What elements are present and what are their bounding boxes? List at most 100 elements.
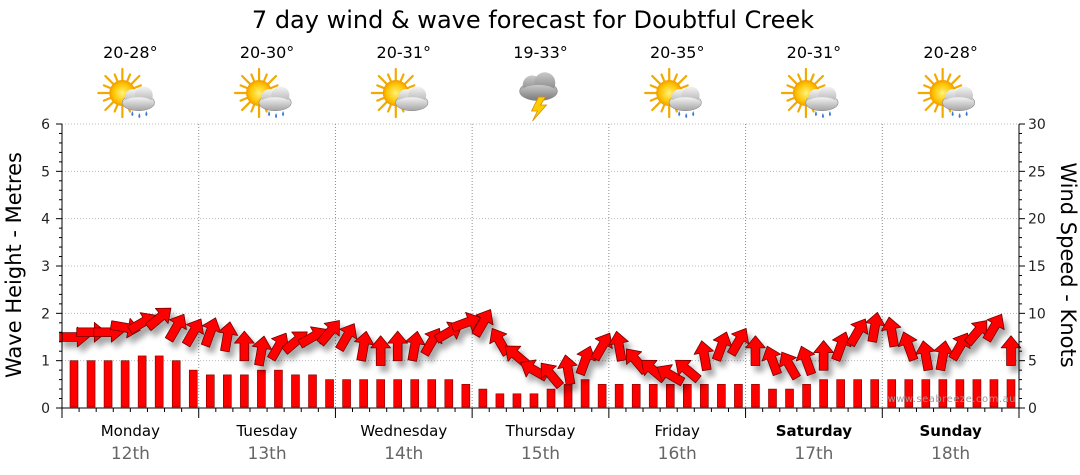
temperature-range-label: 20-35°: [650, 43, 705, 62]
wind-arrows: [59, 307, 1022, 390]
y-tick-label: 6: [41, 117, 50, 133]
wave-bar: [291, 374, 300, 408]
wave-bar: [154, 355, 164, 408]
y-tick-label: 1: [41, 354, 50, 370]
wave-bar: [376, 379, 385, 408]
day-date-label: 14th: [384, 444, 423, 464]
wave-bar: [631, 384, 641, 408]
y-tick-label: 2: [41, 306, 50, 322]
wave-bar: [257, 369, 266, 408]
wind-arrow: [982, 313, 1005, 343]
wave-bar: [717, 384, 726, 408]
wave-bar: [308, 374, 317, 408]
wave-bar: [665, 384, 675, 408]
wave-bar: [188, 369, 198, 408]
y-tick-label: 3: [41, 259, 50, 275]
wave-bar: [853, 379, 862, 408]
wind-arrow: [761, 345, 782, 376]
wind-arrow: [471, 309, 494, 338]
wind-arrow: [181, 318, 204, 348]
wave-bar: [461, 384, 471, 408]
day-name-label: Wednesday: [360, 422, 447, 440]
wave-bar: [563, 384, 573, 408]
y2-tick-label: 10: [1028, 306, 1046, 322]
y2-tick-label: 25: [1028, 164, 1046, 180]
temperature-range-label: 20-28°: [103, 43, 158, 62]
wave-bar: [512, 393, 522, 408]
wind-arrow: [316, 320, 340, 347]
wind-arrow: [693, 340, 714, 372]
wind-arrow: [915, 340, 936, 372]
wind-arrow: [164, 313, 187, 343]
sun-cloud-rain-icon: [233, 67, 292, 119]
wave-bar: [529, 393, 539, 408]
day-date-label: 18th: [931, 444, 970, 464]
day-date-label: 13th: [248, 444, 287, 464]
wave-bar: [938, 379, 948, 408]
wave-bar: [1006, 379, 1016, 408]
wave-bar: [836, 379, 845, 408]
y-axis-label-left: Wave Height - Metres: [2, 152, 26, 378]
wave-bar: [444, 379, 454, 408]
wave-bar: [240, 374, 249, 408]
wave-bar: [274, 369, 283, 408]
wave-bar: [69, 360, 79, 408]
wind-arrow: [145, 307, 172, 332]
wave-bar: [478, 388, 488, 408]
wind-arrow: [711, 331, 733, 362]
wind-arrow: [1000, 335, 1022, 366]
wind-arrow: [881, 316, 902, 348]
wave-bar: [785, 388, 794, 408]
wind-arrow: [557, 354, 578, 386]
wave-bar: [103, 360, 113, 408]
wind-arrow: [335, 323, 358, 352]
chart-title: 7 day wind & wave forecast for Doubtful …: [252, 6, 814, 34]
wave-bar: [972, 379, 982, 408]
wave-bar: [137, 355, 147, 408]
wind-arrow: [267, 332, 290, 362]
wave-bar: [614, 384, 624, 408]
day-date-label: 15th: [521, 444, 560, 464]
day-date-label: 16th: [658, 444, 697, 464]
temperature-range-label: 20-31°: [787, 43, 842, 62]
wind-arrow: [745, 335, 766, 366]
wave-bar: [410, 379, 420, 408]
wave-bar: [597, 384, 607, 408]
wind-arrow: [370, 335, 391, 366]
temperature-labels: 20-28° 20-30° 20-31° 19-33° 20-35° 20-31° 20-2…: [103, 43, 978, 62]
y-tick-label: 0: [41, 401, 50, 417]
y2-tick-label: 15: [1028, 259, 1046, 275]
wind-arrow: [405, 330, 426, 362]
wave-bar: [325, 379, 334, 408]
wave-bar: [546, 388, 556, 408]
wind-arrow: [200, 317, 222, 348]
wave-bar: [989, 379, 999, 408]
wind-arrow: [897, 331, 919, 362]
temperature-range-label: 20-30°: [240, 43, 295, 62]
wind-arrow: [795, 345, 816, 376]
wave-bar: [819, 379, 828, 408]
wave-bar: [205, 374, 215, 408]
wave-bar: [86, 360, 96, 408]
sun-cloud-rain-icon: [644, 67, 702, 119]
wind-arrow: [217, 321, 239, 353]
wave-bar: [768, 388, 777, 408]
wind-arrow: [656, 364, 686, 387]
sun-cloud-rain-icon: [917, 67, 976, 119]
sun-cloud-rain-icon: [780, 67, 839, 119]
wind-arrow: [575, 345, 596, 376]
wave-bar: [802, 384, 811, 408]
wave-bar: [734, 384, 743, 408]
wind-arrow: [865, 311, 886, 343]
wind-arrow: [778, 351, 801, 381]
day-name-label: Thursday: [505, 422, 576, 440]
wave-bar: [580, 379, 590, 408]
y2-tick-label: 20: [1028, 212, 1046, 228]
wave-bar: [120, 360, 130, 408]
wave-bar: [700, 384, 709, 408]
wind-arrow: [354, 330, 375, 362]
wave-bar: [751, 384, 760, 408]
y-axis-label-right: Wind Speed - Knots: [1056, 162, 1080, 367]
storm-cloud-icon: [519, 72, 558, 122]
